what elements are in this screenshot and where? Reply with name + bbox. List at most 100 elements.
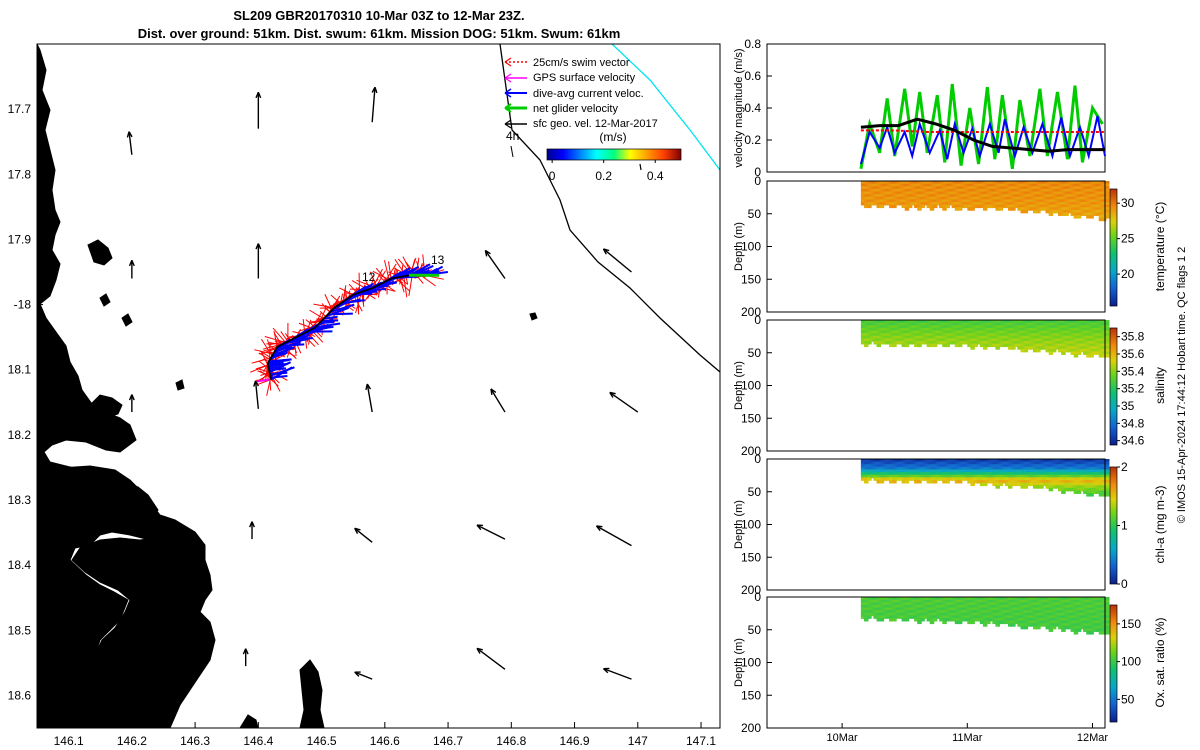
salinity-cell — [1070, 348, 1076, 353]
oxygen-cell — [904, 612, 910, 617]
temperature-cell — [945, 201, 950, 206]
oxygen-cell — [970, 615, 975, 619]
salinity-cell — [1095, 343, 1101, 348]
salinity-cell — [860, 320, 866, 324]
temperature-cell — [1105, 215, 1110, 219]
temperature-cell — [1064, 188, 1069, 193]
temperature-cell — [860, 181, 866, 185]
chlorophyll-cell — [864, 474, 869, 479]
oxygen-cell — [1004, 610, 1010, 614]
temperature-cell — [885, 201, 891, 206]
oxygen-cell — [1039, 623, 1044, 627]
chlorophyll-cell — [917, 461, 922, 466]
oxygen-cell — [898, 607, 903, 611]
chlorophyll-cell — [992, 459, 997, 463]
sfc-vector-head — [354, 671, 361, 677]
salinity-cell — [1098, 346, 1104, 350]
oxygen-cell — [973, 612, 979, 617]
oxygen-cell — [982, 602, 988, 606]
colorbar-units: (m/s) — [599, 130, 626, 144]
temperature-cell — [973, 199, 979, 203]
temperature-cell — [1095, 207, 1101, 211]
salinity-cell — [1036, 338, 1041, 342]
chlorophyll-cell — [1070, 474, 1076, 479]
oxygen-cell — [1067, 602, 1072, 606]
salinity-cell — [1048, 346, 1054, 350]
chlorophyll-cell — [1007, 461, 1013, 466]
salinity-cell — [914, 335, 919, 340]
chlorophyll-cell — [1101, 485, 1107, 489]
chlorophyll-cell — [1014, 461, 1019, 466]
temperature-cell — [1089, 209, 1094, 214]
legend-gps: GPS surface velocity — [504, 72, 636, 84]
salinity-cell — [1045, 335, 1051, 340]
oxygen-cell — [1098, 612, 1104, 617]
oxygen-cell — [948, 599, 954, 604]
oxygen-cell — [1023, 612, 1029, 617]
oxygen-cell — [876, 617, 882, 622]
temperature-cell — [1101, 215, 1107, 219]
temperature-cell — [1045, 188, 1051, 193]
chlorophyll-cell — [876, 469, 882, 473]
temperature-cell — [904, 196, 910, 201]
salinity-cell — [1061, 335, 1066, 340]
salinity-cell — [961, 322, 966, 327]
temperature-cell — [1023, 186, 1029, 190]
temperature-cell — [1011, 199, 1016, 203]
salinity-cell — [1083, 335, 1088, 340]
salinity-cell — [954, 333, 960, 337]
salinity-cell — [1023, 338, 1029, 342]
chlorophyll-cell — [1095, 464, 1101, 468]
salinity-cell — [957, 322, 963, 327]
salinity-cell — [1061, 340, 1066, 345]
island-5 — [123, 567, 137, 583]
temperature-cell — [1070, 186, 1076, 190]
temperature-cell — [926, 199, 932, 203]
oxygen-cell — [1105, 617, 1110, 622]
temperature-cell — [1011, 194, 1016, 198]
chlorophyll-cell — [1070, 487, 1076, 492]
chlorophyll-cell — [1086, 474, 1091, 479]
chlorophyll-cell — [892, 474, 897, 479]
temperature-cell — [1101, 217, 1107, 222]
chlorophyll-cell — [1105, 487, 1110, 492]
temperature-cell — [957, 204, 963, 209]
chlorophyll-cell — [1095, 474, 1101, 479]
salinity-cell — [1070, 338, 1076, 342]
oxygen-cell — [954, 612, 960, 617]
salinity-cell — [986, 325, 991, 329]
temperature-colorbar-tick-label: 25 — [1121, 232, 1135, 246]
oxygen-cell — [879, 597, 885, 601]
temperature-cell — [1079, 191, 1085, 195]
chlorophyll-cell — [1061, 479, 1066, 484]
chlorophyll-cell — [879, 466, 885, 471]
chlorophyll-cell — [1020, 461, 1025, 466]
chlorophyll-cell — [1036, 482, 1041, 487]
chlorophyll-cell — [936, 461, 941, 466]
salinity-cell — [1054, 338, 1060, 342]
salinity-cell — [954, 322, 960, 327]
salinity-cell — [998, 330, 1004, 334]
temperature-cell — [1092, 212, 1097, 216]
oxygen-cell — [1089, 612, 1094, 617]
salinity-cell — [1026, 320, 1032, 324]
oxygen-cell — [1051, 612, 1057, 617]
temperature-cell — [967, 194, 972, 198]
oxygen-cell — [1058, 607, 1063, 611]
sfc-vector-head — [602, 667, 610, 674]
temperature-cell — [892, 196, 897, 201]
salinity-cell — [1073, 348, 1079, 353]
oxygen-cell — [1020, 602, 1025, 606]
oxygen-cell — [873, 615, 878, 619]
chlorophyll-cell — [1070, 464, 1076, 468]
oxygen-cell — [970, 604, 975, 609]
temperature-cell — [910, 191, 916, 195]
temperature-cell — [1079, 181, 1085, 185]
temperature-cell — [1064, 194, 1069, 198]
salinity-cell — [885, 330, 891, 334]
salinity-cell — [1058, 338, 1063, 342]
swim-vector — [383, 260, 390, 280]
chlorophyll-cell — [957, 459, 963, 463]
chlorophyll-cell — [1058, 482, 1063, 487]
